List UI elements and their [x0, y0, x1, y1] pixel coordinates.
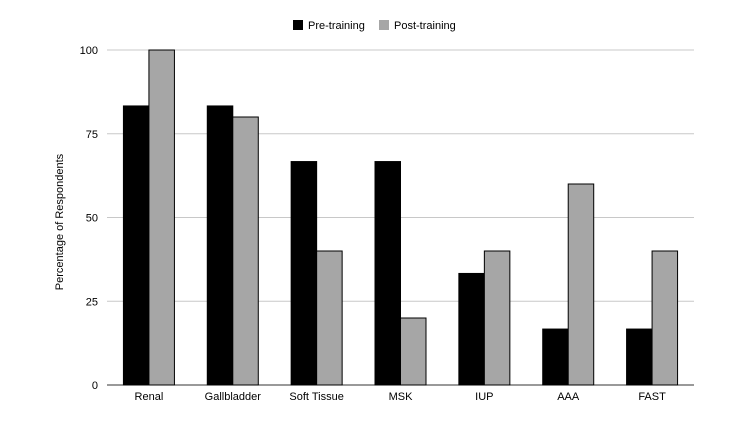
bar-post-training-msk — [400, 317, 427, 386]
y-tick-label: 75 — [86, 129, 98, 141]
y-axis-ticks: 0 25 50 75 100 — [80, 45, 98, 392]
x-category-label: Renal — [135, 391, 164, 403]
bar-pre-training-aaa — [542, 328, 569, 386]
x-category-label: AAA — [557, 391, 580, 403]
bar-pre-training-fast — [626, 328, 653, 386]
bar-post-training-renal — [148, 49, 175, 386]
x-category-label: MSK — [389, 391, 414, 403]
bar-pre-training-gallbladder — [206, 105, 234, 386]
y-tick-label: 0 — [92, 380, 98, 392]
bar-pre-training-iup — [458, 272, 485, 386]
legend-label: Post-training — [394, 20, 456, 32]
bar-pre-training-msk — [374, 161, 401, 386]
legend-swatch — [379, 20, 389, 30]
y-tick-label: 100 — [80, 45, 98, 57]
y-tick-label: 50 — [86, 213, 98, 225]
y-tick-label: 25 — [86, 296, 98, 308]
bar-post-training-gallbladder — [232, 116, 259, 386]
legend-label: Pre-training — [308, 20, 365, 32]
bar-pre-training-soft-tissue — [290, 161, 318, 386]
bar-post-training-aaa — [567, 183, 595, 386]
x-category-label: Gallbladder — [205, 391, 262, 403]
bar-pre-training-renal — [122, 105, 150, 386]
x-category-label: FAST — [638, 391, 666, 403]
bar-post-training-soft-tissue — [316, 250, 343, 386]
x-axis-categories: Renal Gallbladder Soft Tissue MSK IUP AAA FAST — [135, 391, 667, 403]
bars — [122, 49, 679, 386]
y-axis-title: Percentage of Respondents — [54, 153, 66, 290]
x-category-label: Soft Tissue — [289, 391, 343, 403]
bar-post-training-iup — [483, 250, 511, 386]
bar-post-training-fast — [651, 250, 679, 386]
x-category-label: IUP — [475, 391, 493, 403]
legend-swatch — [293, 20, 303, 30]
legend: Pre-training Post-training — [293, 20, 456, 32]
